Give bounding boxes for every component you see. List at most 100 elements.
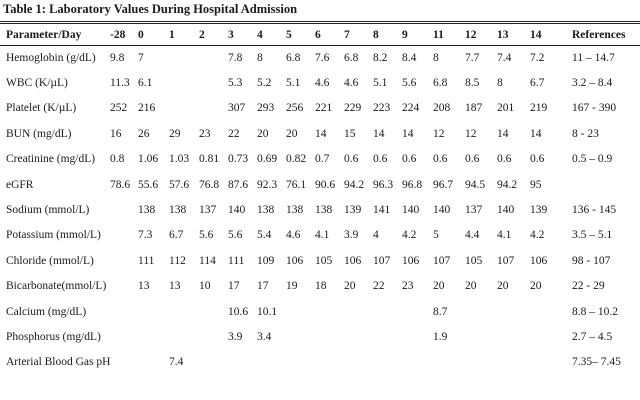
lab-value: 0.6 xyxy=(530,153,545,166)
lab-value xyxy=(132,299,163,324)
lab-value: 4.6 xyxy=(315,77,330,90)
lab-value: 109 xyxy=(257,254,275,267)
lab-value xyxy=(367,350,396,375)
lab-value: 7.3 xyxy=(138,229,153,242)
table-row: BUN (mg/dL) 16 26 29 23 22 20 20 14 15 14 14 12 12 14 1… xyxy=(0,121,640,146)
lab-value xyxy=(280,350,309,375)
column-header: 1 xyxy=(169,28,175,41)
lab-value: 256 xyxy=(286,102,304,115)
lab-value xyxy=(367,324,396,349)
lab-value: 4.6 xyxy=(344,77,359,90)
lab-value: 7.8 xyxy=(228,51,243,64)
reference-range: 2.7 – 4.5 xyxy=(572,330,613,343)
parameter-name: Phosphorus (mg/dL) xyxy=(6,330,101,343)
lab-value xyxy=(396,350,427,375)
lab-value: 137 xyxy=(465,204,483,217)
lab-value: 20 xyxy=(257,127,269,140)
lab-value: 87.6 xyxy=(228,178,249,191)
lab-value: 252 xyxy=(110,102,128,115)
table-row: Creatinine (mg/dL) 0.8 1.06 1.03 0.81 0.73 0.6… xyxy=(0,147,640,172)
column-header: 3 xyxy=(228,28,234,41)
lab-value xyxy=(491,299,524,324)
lab-value: 107 xyxy=(373,254,391,267)
lab-value: 106 xyxy=(530,254,548,267)
lab-value xyxy=(193,96,222,121)
lab-value: 14 xyxy=(497,127,509,140)
lab-value: 20 xyxy=(530,280,542,293)
lab-value: 0.82 xyxy=(286,153,307,166)
lab-value: 22 xyxy=(228,127,240,140)
lab-value: 92.3 xyxy=(257,178,278,191)
lab-value: 5.2 xyxy=(257,77,272,90)
lab-value: 8.4 xyxy=(402,51,417,64)
lab-value: 13 xyxy=(169,280,181,293)
lab-value: 7 xyxy=(138,51,144,64)
lab-value xyxy=(163,45,193,70)
lab-value: 6.8 xyxy=(344,51,359,64)
lab-value xyxy=(163,324,193,349)
lab-value: 137 xyxy=(199,204,217,217)
lab-value: 57.6 xyxy=(169,178,190,191)
lab-value: 94.5 xyxy=(465,178,486,191)
lab-value: 7.4 xyxy=(169,356,184,369)
lab-value: 105 xyxy=(465,254,483,267)
lab-value: 4.6 xyxy=(286,229,301,242)
lab-value: 16 xyxy=(110,127,122,140)
lab-value: 17 xyxy=(228,280,240,293)
table-row: Platelet (K/µL) 252 216 307 293 256 221 229 223 2… xyxy=(0,96,640,121)
lab-value xyxy=(104,223,132,248)
lab-value: 14 xyxy=(402,127,414,140)
lab-value: 1.9 xyxy=(433,330,448,343)
lab-value: 141 xyxy=(373,204,391,217)
lab-value: 107 xyxy=(497,254,515,267)
lab-value: 12 xyxy=(433,127,445,140)
table-row: Sodium (mmol/L) 138 138 137 140 138 138 138 139 1… xyxy=(0,197,640,222)
lab-value: 11.3 xyxy=(110,77,130,90)
lab-value xyxy=(524,324,566,349)
reference-range xyxy=(566,172,640,197)
lab-value: 140 xyxy=(402,204,420,217)
lab-value: 8 xyxy=(497,77,503,90)
lab-value: 140 xyxy=(433,204,451,217)
lab-value: 26 xyxy=(138,127,150,140)
lab-value: 1.06 xyxy=(138,153,159,166)
lab-value: 138 xyxy=(138,204,156,217)
lab-value: 107 xyxy=(433,254,451,267)
table-row: Potassium (mmol/L) 7.3 6.7 5.6 5.6 5.4 4.6 4.1 3… xyxy=(0,223,640,248)
lab-value: 15 xyxy=(344,127,356,140)
lab-value: 111 xyxy=(138,254,155,267)
reference-range: 3.5 – 5.1 xyxy=(572,229,613,242)
lab-value: 114 xyxy=(199,254,216,267)
lab-value: 0.6 xyxy=(373,153,388,166)
lab-value xyxy=(132,324,163,349)
lab-value xyxy=(222,350,251,375)
lab-value xyxy=(338,299,367,324)
lab-value xyxy=(193,70,222,95)
lab-value: 5.1 xyxy=(373,77,388,90)
lab-value xyxy=(459,299,491,324)
table-row: Calcium (mg/dL) 10.6 10.1 8.7 8.8 – 10.2 xyxy=(0,299,640,324)
lab-value xyxy=(491,350,524,375)
lab-value: 1.03 xyxy=(169,153,190,166)
lab-value: 6.7 xyxy=(530,77,545,90)
lab-value: 10 xyxy=(199,280,211,293)
column-header: 7 xyxy=(344,28,350,41)
lab-value: 6.7 xyxy=(169,229,184,242)
lab-value xyxy=(396,324,427,349)
lab-value xyxy=(396,299,427,324)
lab-value: 106 xyxy=(286,254,304,267)
lab-value: 138 xyxy=(257,204,275,217)
parameter-name: WBC (K/µL) xyxy=(6,77,68,90)
lab-value: 4 xyxy=(373,229,379,242)
lab-value xyxy=(104,274,132,299)
lab-value: 20 xyxy=(286,127,298,140)
reference-range: 8.8 – 10.2 xyxy=(572,305,618,318)
lab-value: 5.1 xyxy=(286,77,301,90)
lab-value: 4.2 xyxy=(530,229,545,242)
parameter-name: Arterial Blood Gas pH xyxy=(6,356,111,369)
column-header: 8 xyxy=(373,28,379,41)
lab-value: 0.81 xyxy=(199,153,220,166)
lab-value: 7.2 xyxy=(530,51,545,64)
lab-value: 23 xyxy=(402,280,414,293)
lab-value: 7.7 xyxy=(465,51,480,64)
